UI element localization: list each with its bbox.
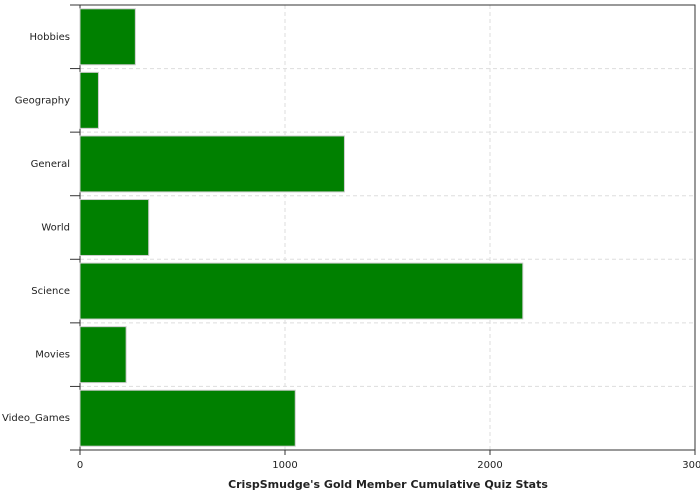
y-tick-label: Hobbies [30, 32, 70, 43]
plot-frame [79, 4, 696, 451]
y-tick-label: General [31, 159, 70, 170]
y-tick-label: Video_Games [2, 413, 70, 424]
x-tick-label: 3000 [682, 460, 700, 471]
y-tick-label: Science [31, 286, 70, 297]
bar [79, 389, 296, 447]
bar [79, 71, 99, 129]
y-tick-label: World [41, 223, 70, 234]
x-tick-label: 2000 [477, 460, 502, 471]
x-tick-label: 0 [77, 460, 83, 471]
bar [79, 8, 136, 66]
bar [79, 262, 524, 320]
bar [79, 326, 127, 384]
bar [79, 135, 345, 193]
y-tick-label: Geography [15, 95, 70, 106]
x-axis-label: CrispSmudge's Gold Member Cumulative Qui… [228, 478, 548, 491]
x-tick-label: 1000 [272, 460, 297, 471]
bar [79, 199, 150, 256]
y-tick-label: Movies [35, 350, 70, 361]
